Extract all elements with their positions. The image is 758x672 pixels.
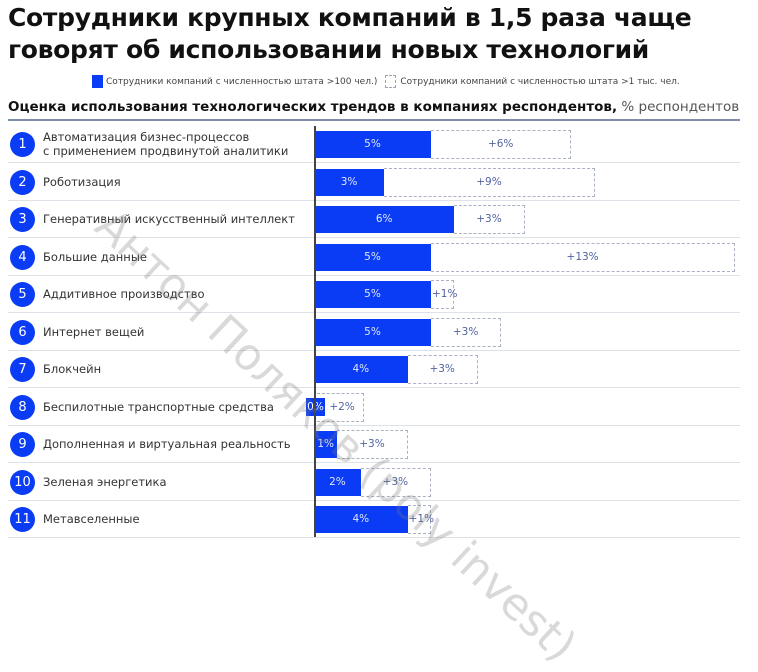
row-label-line1: Блокчейн xyxy=(43,362,102,376)
bar-increment-value: +1% xyxy=(431,280,457,309)
legend-solid-swatch xyxy=(92,75,103,88)
table-row: 11 Метавселенные 4% +1% xyxy=(8,501,740,538)
row-label: Большие данные xyxy=(43,250,147,264)
row-label: Блокчейн xyxy=(43,362,101,376)
row-label-line1: Генеративный искусственный интеллект xyxy=(43,212,295,226)
subtitle-bold: Оценка использования технологических тре… xyxy=(8,99,618,115)
subtitle-unit: % респондентов xyxy=(617,99,740,115)
row-label-line1: Зеленая энергетика xyxy=(43,474,167,489)
bar-base-value: 5% xyxy=(314,281,431,308)
bar-base-value: 5% xyxy=(314,318,431,346)
table-row: 7 Блокчейн 4% +3% xyxy=(8,351,740,388)
bar-increment-value: +2% xyxy=(317,392,364,422)
table-row: 3 Генеративный искусственный интеллект 6% +… xyxy=(8,201,740,238)
row-number-badge: 5 xyxy=(10,282,35,307)
row-divider xyxy=(8,499,740,501)
table-row: 1 Автоматизация бизнес-процессов с примене… xyxy=(8,126,740,163)
legend-dashed-label: Сотрудники компаний с численностью штата… xyxy=(400,76,680,87)
chart-title: Сотрудники крупных компаний в 1,5 раза ч… xyxy=(8,2,692,66)
row-number-badge: 3 xyxy=(10,207,35,232)
row-divider xyxy=(8,462,740,463)
bar-increment-value: +9% xyxy=(384,167,595,197)
row-divider xyxy=(8,387,740,388)
bar-base-value: 3% xyxy=(314,168,385,196)
row-number-badge: 6 xyxy=(10,319,35,345)
table-row: 4 Большие данные 5% +13% xyxy=(8,239,740,276)
row-label-line1: Роботизация xyxy=(43,174,121,189)
row-number-badge: 7 xyxy=(10,357,35,382)
bar-increment-value: +3% xyxy=(407,355,478,384)
row-label-line1: Метавселенные xyxy=(43,512,140,526)
row-label-line1: Дополненная и виртуальная реальность xyxy=(43,437,291,451)
row-label-line1: Автоматизация бизнес-процессов xyxy=(43,130,250,144)
row-divider xyxy=(8,162,740,163)
row-label: Роботизация xyxy=(43,175,121,189)
row-label: Метавселенные xyxy=(43,512,140,526)
bar-base-value: 6% xyxy=(314,206,455,233)
chart-subtitle: Оценка использования технологических тре… xyxy=(8,99,739,115)
row-label: Генеративный искусственный интеллект xyxy=(43,212,295,226)
row-label-line2: с применением продвинутой аналитики xyxy=(43,144,289,158)
row-divider xyxy=(8,274,740,276)
bar-increment-value: +3% xyxy=(337,430,408,459)
row-number-badge: 1 xyxy=(10,132,35,157)
table-row: 10 Зеленая энергетика 2% +3% xyxy=(8,464,740,501)
bar-base-value: 2% xyxy=(314,468,361,496)
row-label: Аддитивное производство xyxy=(43,287,205,301)
row-divider xyxy=(8,237,740,238)
row-label-line1: Интернет вещей xyxy=(43,324,145,339)
row-divider xyxy=(8,349,740,351)
bar-base-value: 1% xyxy=(314,431,338,458)
bar-increment-value: +3% xyxy=(454,205,525,234)
table-row: 6 Интернет вещей 5% +3% xyxy=(8,314,740,351)
row-label: Беспилотные транспортные средства xyxy=(43,400,274,414)
bar-increment-value: +13% xyxy=(431,242,736,272)
row-number-badge: 11 xyxy=(10,507,35,532)
title-line-1: Сотрудники крупных компаний в 1,5 раза ч… xyxy=(8,3,692,32)
bar-increment-value: +1% xyxy=(407,505,434,534)
row-number-badge: 4 xyxy=(10,244,35,270)
bar-base-value: 5% xyxy=(314,131,431,158)
row-number-badge: 8 xyxy=(10,394,35,420)
bar-increment-value: +3% xyxy=(431,317,502,347)
row-divider xyxy=(8,199,740,201)
bar-increment-value: +6% xyxy=(431,130,572,159)
row-number-badge: 9 xyxy=(10,432,35,457)
row-label: Дополненная и виртуальная реальность xyxy=(43,437,291,451)
row-label-line1: Аддитивное производство xyxy=(43,287,205,301)
row-number-badge: 2 xyxy=(10,169,35,195)
row-label: Зеленая энергетика xyxy=(43,475,167,489)
table-row: 5 Аддитивное производство 5% +1% xyxy=(8,276,740,313)
header-divider xyxy=(8,119,740,121)
bar-base-value: 4% xyxy=(314,356,408,383)
row-number-badge: 10 xyxy=(10,469,35,495)
row-divider xyxy=(8,312,740,313)
bar-base-value: 4% xyxy=(314,506,408,533)
row-divider xyxy=(8,537,740,538)
row-label: Автоматизация бизнес-процессов с применен… xyxy=(43,130,288,158)
row-label: Интернет вещей xyxy=(43,325,144,339)
table-row: 9 Дополненная и виртуальная реальность 1% +… xyxy=(8,426,740,463)
legend: Сотрудники компаний с численностью штата… xyxy=(92,75,680,88)
title-line-2: говорят об использовании новых технологи… xyxy=(8,35,650,64)
row-divider xyxy=(8,424,740,426)
legend-solid-label: Сотрудники компаний с численностью штата… xyxy=(106,76,378,87)
table-row: 2 Роботизация 3% +9% xyxy=(8,164,740,201)
legend-dashed-swatch xyxy=(385,75,397,88)
chart-axis xyxy=(314,126,316,537)
row-label-line1: Большие данные xyxy=(43,249,147,264)
row-label-line1: Беспилотные транспортные средства xyxy=(43,399,274,414)
bar-increment-value: +3% xyxy=(360,467,431,497)
bar-base-value: 5% xyxy=(314,243,431,271)
